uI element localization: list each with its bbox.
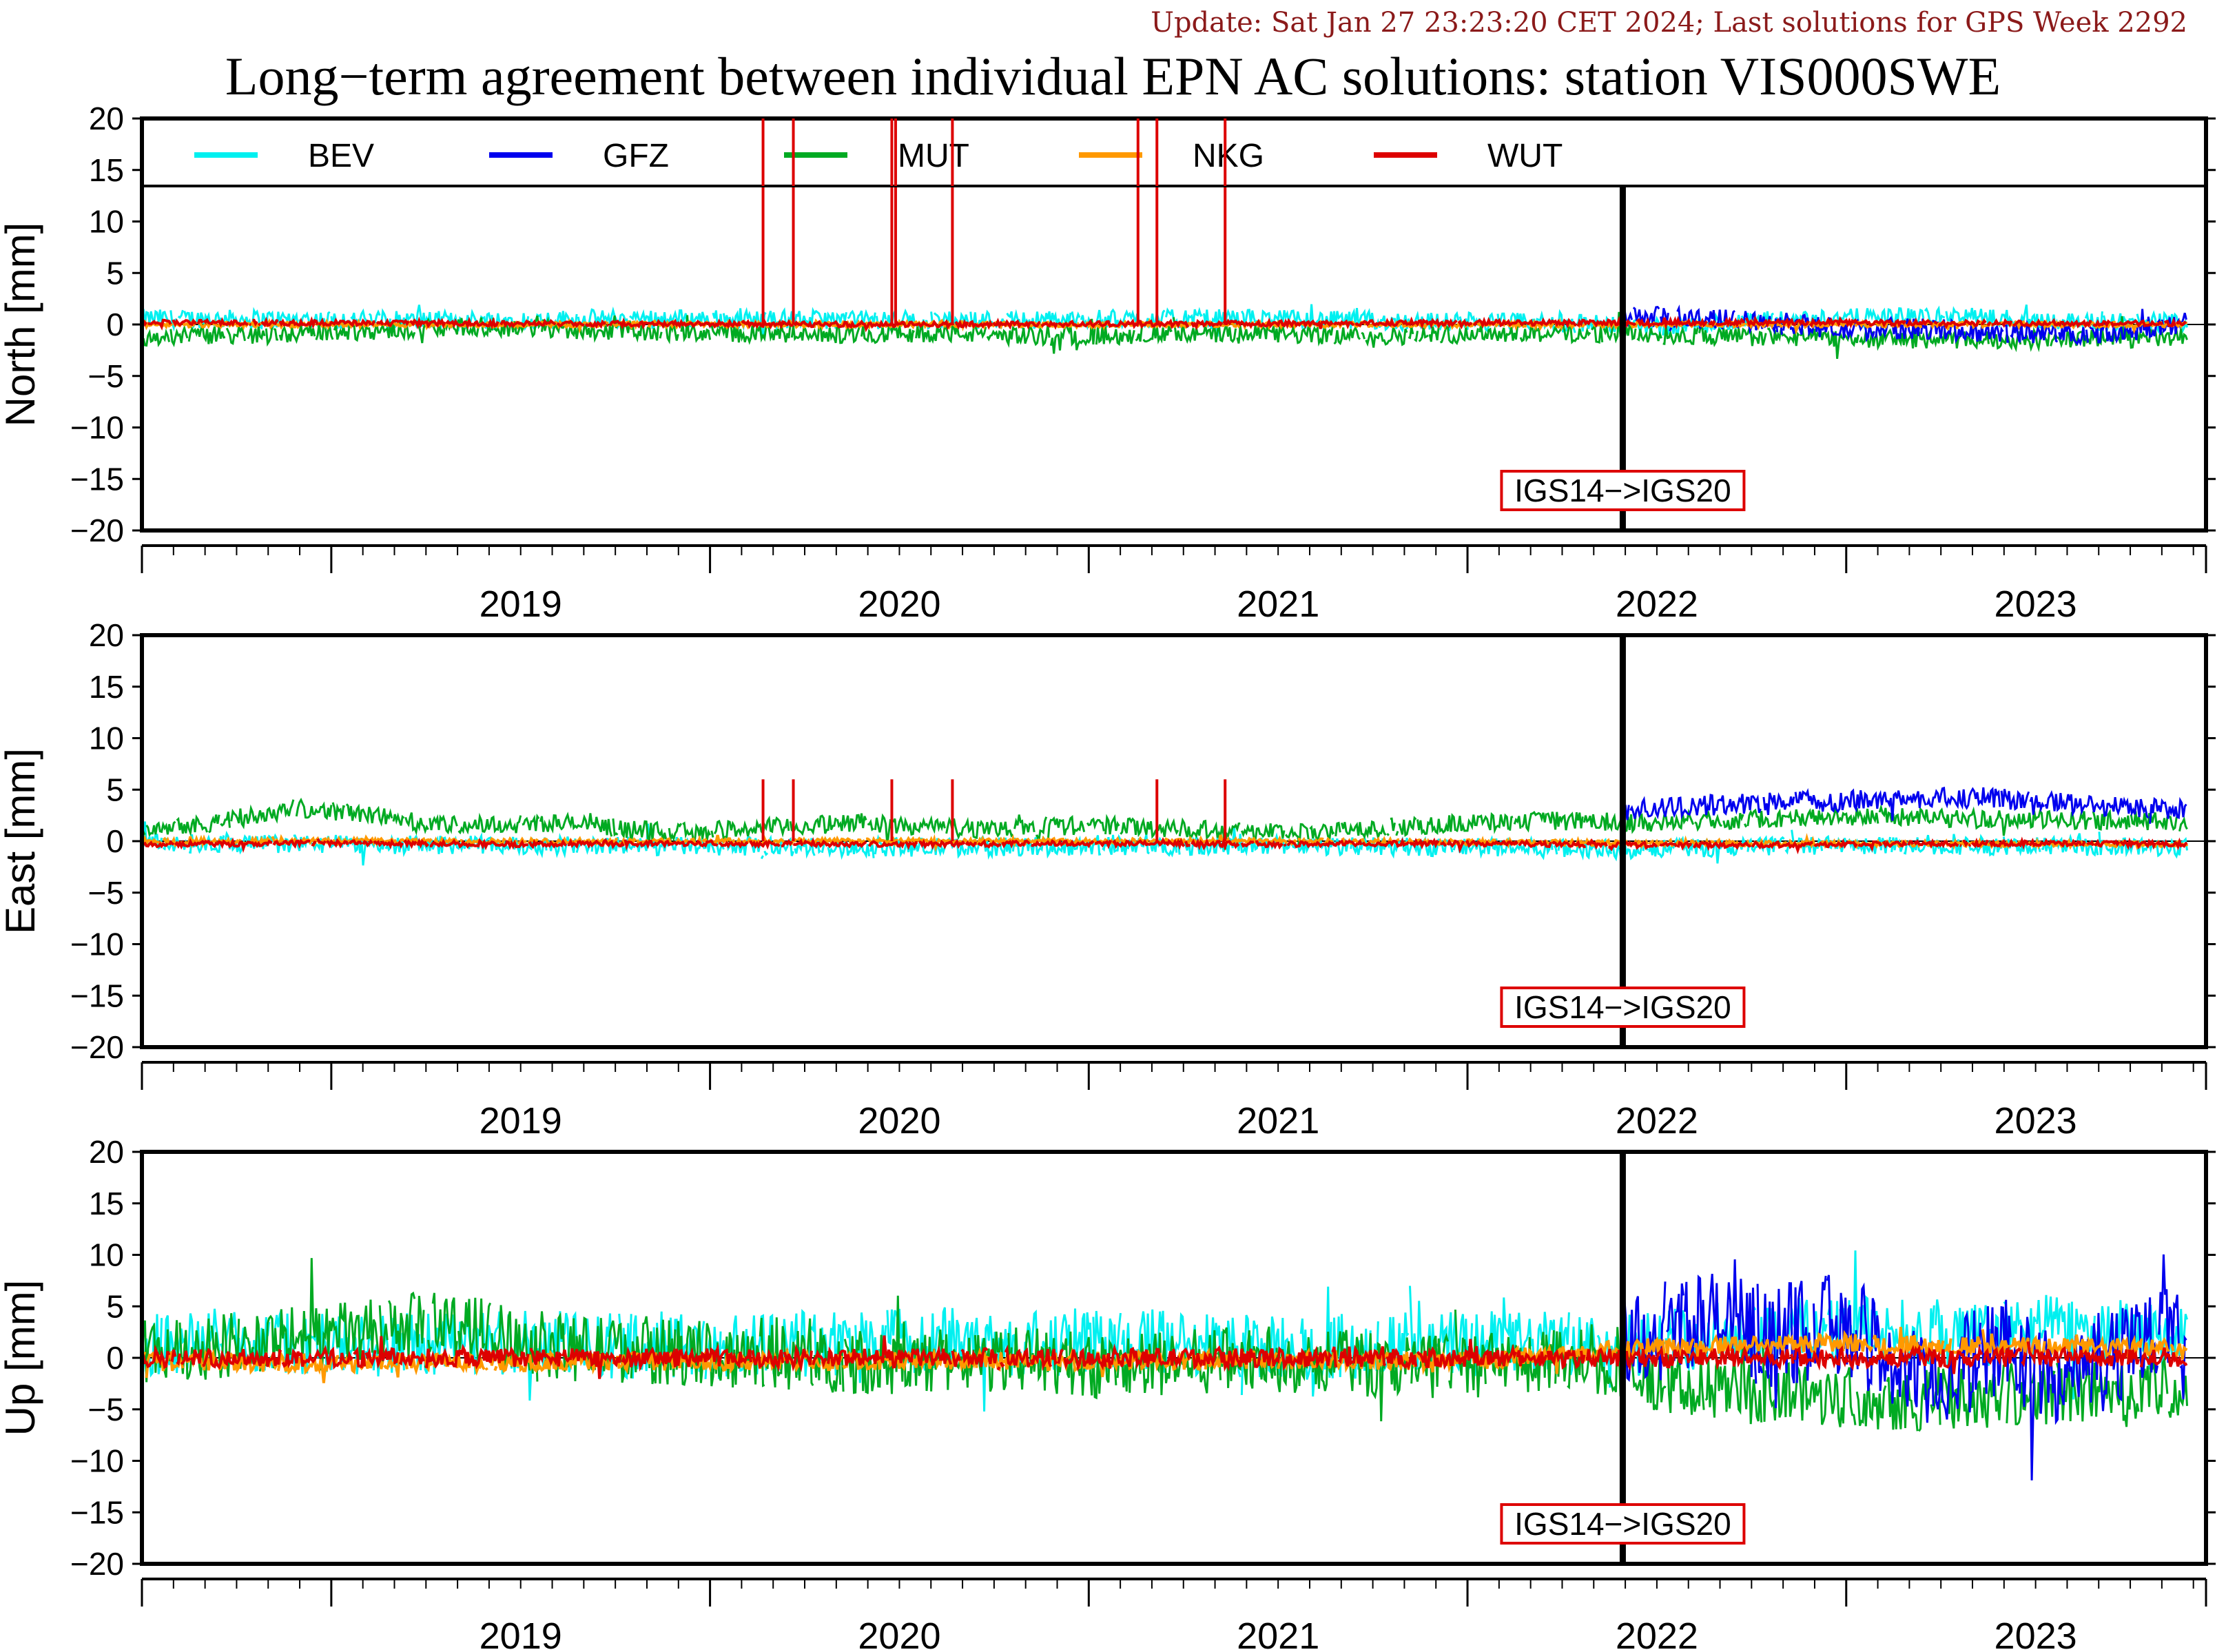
y-tick-label: 5 (106, 772, 124, 807)
y-tick-label: 15 (89, 1186, 124, 1221)
x-year-label: 2022 (1616, 584, 1698, 625)
x-year-label: 2021 (1237, 1100, 1319, 1142)
y-tick-label: 0 (106, 1340, 124, 1376)
annotation-label: IGS14−>IGS20 (1514, 473, 1731, 508)
series-line-wut (142, 836, 2188, 855)
y-tick-label: 20 (89, 1134, 124, 1170)
y-tick-label: 10 (89, 204, 124, 240)
y-tick-label: −5 (88, 358, 124, 394)
y-tick-label: 20 (89, 617, 124, 653)
series-group (142, 1250, 2188, 1480)
y-tick-label: −10 (70, 927, 124, 962)
x-year-label: 2023 (1995, 1100, 2077, 1142)
annotation-box (1500, 987, 1746, 1028)
y-tick-label: 5 (106, 1288, 124, 1324)
y-tick-label: 15 (89, 152, 124, 188)
y-tick-label: −10 (70, 1443, 124, 1479)
y-tick-label: 0 (106, 823, 124, 859)
series-group (142, 186, 2188, 359)
x-year-label: 2019 (480, 1615, 562, 1652)
legend-label-nkg: NKG (1193, 138, 1264, 174)
x-year-label: 2021 (1237, 584, 1319, 625)
y-tick-label: −15 (70, 1494, 124, 1530)
y-tick-label: −20 (70, 1546, 124, 1582)
y-tick-label: 5 (106, 255, 124, 291)
panel-north: IGS14−>IGS20 20 15 10 5 0 −5 −10 −15 −20 2019 2020 2… (0, 101, 2216, 625)
y-tick-label: −5 (88, 1392, 124, 1427)
y-tick-label: −15 (70, 461, 124, 497)
y-axis-title: Up [mm] (0, 1280, 43, 1436)
x-year-label: 2020 (858, 1615, 940, 1652)
legend-label-wut: WUT (1487, 138, 1563, 174)
y-tick-label: −20 (70, 513, 124, 548)
y-tick-label: 20 (89, 101, 124, 136)
panel-up: IGS14−>IGS20 20 15 10 5 0 −5 −10 −15 −20 2019 2020 2… (0, 1134, 2216, 1652)
series-group (142, 779, 2189, 866)
y-axis-title: East [mm] (0, 748, 43, 934)
y-tick-label: −20 (70, 1029, 124, 1065)
x-year-label: 2022 (1616, 1100, 1698, 1142)
annotation-label: IGS14−>IGS20 (1514, 989, 1731, 1025)
y-tick-label: 10 (89, 1237, 124, 1273)
x-year-label: 2019 (480, 584, 562, 625)
x-year-label: 2019 (480, 1100, 562, 1142)
legend-bg (142, 118, 2206, 186)
legend-frame (140, 116, 2208, 533)
y-tick-label: 0 (106, 307, 124, 342)
legend-label-bev: BEV (308, 138, 374, 174)
frame-annotation: IGS14−>IGS20 (1500, 1503, 1746, 1545)
y-tick-label: −15 (70, 978, 124, 1013)
update-text: Update: Sat Jan 27 23:23:20 CET 2024; La… (1151, 7, 2187, 39)
y-tick-label: 10 (89, 721, 124, 756)
y-axis-title: North [mm] (0, 223, 43, 427)
x-year-label: 2023 (1995, 584, 2077, 625)
series-line-mut (142, 311, 2188, 359)
x-year-label: 2022 (1616, 1615, 1698, 1652)
annotation-label: IGS14−>IGS20 (1514, 1506, 1731, 1542)
annotation-box (1500, 1503, 1746, 1545)
x-year-label: 2020 (858, 584, 940, 625)
series-line-wut (142, 1335, 2188, 1379)
x-year-label: 2021 (1237, 1615, 1319, 1652)
y-tick-label: −10 (70, 410, 124, 446)
panel-east: IGS14−>IGS20 20 15 10 5 0 −5 −10 −15 −20 2019 2020 2… (0, 617, 2216, 1142)
y-tick-label: −5 (88, 875, 124, 911)
legend-label-gfz: GFZ (603, 138, 669, 174)
x-year-label: 2023 (1995, 1615, 2077, 1652)
legend-label-mut: MUT (898, 138, 969, 174)
frame-annotation: IGS14−>IGS20 (1500, 470, 1746, 511)
frame-annotation: IGS14−>IGS20 (1500, 987, 1746, 1028)
legend: BEV GFZ MUT NKG WUT (140, 116, 2208, 533)
x-year-label: 2020 (858, 1100, 940, 1142)
y-tick-label: 15 (89, 669, 124, 705)
annotation-box (1500, 470, 1746, 511)
chart-title: Long−term agreement between individual E… (225, 46, 2001, 106)
